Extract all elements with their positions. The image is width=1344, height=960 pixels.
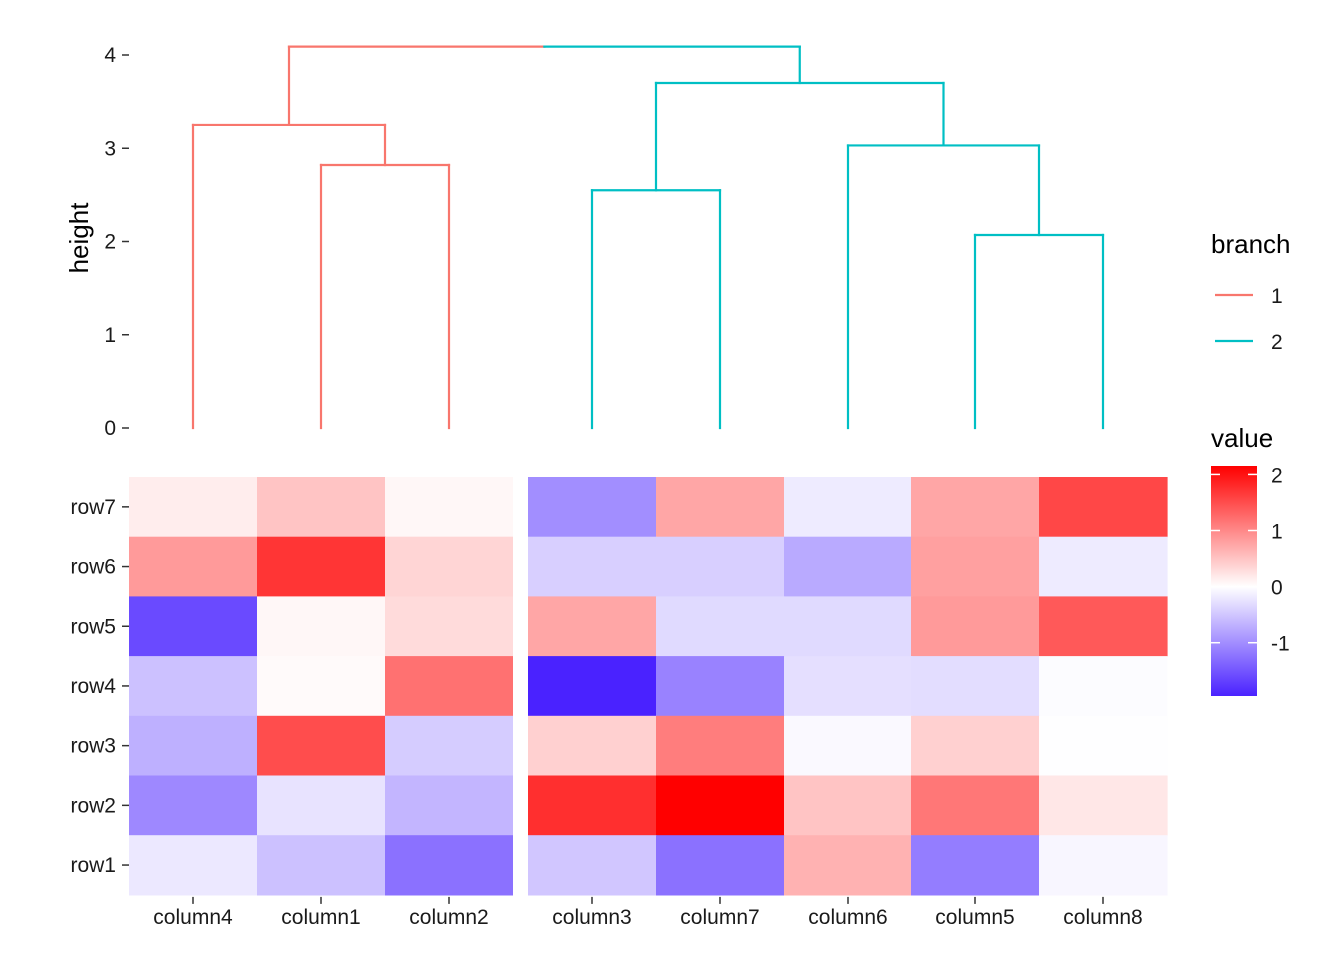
dendrogram-panel [191,45,1105,430]
heatmap-cell-row3-column2 [385,715,514,777]
heatmap-cell-row6-column7 [656,536,785,597]
heatmap-cell-row3-column8 [1039,715,1168,777]
value-legend-label--1: -1 [1271,633,1290,656]
heatmap-row-label-row5: row5 [70,615,116,638]
heatmap-cell-row7-column4 [129,477,258,538]
heatmap-cell-row3-column1 [257,715,386,777]
heatmap-cell-row6-column2 [385,536,514,597]
heatmap-cell-row1-column2 [385,835,514,896]
heatmap-row-label-row4: row4 [70,675,116,698]
heatmap-cell-row3-column3 [528,715,657,777]
heatmap-cell-row6-column8 [1039,536,1168,597]
heatmap-row-label-row6: row6 [70,556,116,579]
heatmap-cell-row6-column3 [528,536,657,597]
value-legend-title: value [1211,423,1273,453]
heatmap-cell-row2-column6 [784,775,913,836]
branch-legend-label-2: 2 [1271,331,1283,354]
heatmap-cell-row1-column6 [784,835,913,896]
value-legend-label-0: 0 [1271,577,1283,600]
dendrogram-y-tick-label-1: 1 [104,324,116,347]
value-legend: value 2 1 0 -1 [1211,423,1290,696]
branch-legend-title: branch [1211,229,1291,259]
heatmap-cell-row7-column2 [385,477,514,538]
dendrogram-y-tick-label-3: 3 [104,137,116,160]
heatmap-cell-row2-column4 [129,775,258,836]
heatmap-cell-row7-column5 [911,477,1040,538]
heatmap-cell-row4-column6 [784,656,913,717]
heatmap-cell-row5-column7 [656,596,785,657]
heatmap-cell-row2-column5 [911,775,1040,836]
heatmap-cell-row2-column1 [257,775,386,836]
value-legend-label-1: 1 [1271,521,1283,544]
heatmap-cell-row3-column4 [129,715,258,777]
heatmap-cell-row7-column8 [1039,477,1168,538]
heatmap-cell-row4-column1 [257,656,386,717]
heatmap-row-label-row3: row3 [70,735,116,758]
heatmap-column-label-column7: column7 [680,906,759,929]
heatmap-cell-row2-column7 [656,775,785,836]
heatmap-cell-row5-column1 [257,596,386,657]
branch-legend-label-1: 1 [1271,285,1283,308]
heatmap-cell-row1-column7 [656,835,785,896]
heatmap-column-label-column8: column8 [1063,906,1142,929]
heatmap-cell-row6-column1 [257,536,386,597]
heatmap-column-label-column2: column2 [409,906,488,929]
heatmap-column-label-column1: column1 [281,906,360,929]
heatmap-cell-row5-column3 [528,596,657,657]
heatmap-group-gap [513,475,528,897]
heatmap-cell-row1-column4 [129,835,258,896]
heatmap-cell-row6-column4 [129,536,258,597]
heatmap-cell-row6-column5 [911,536,1040,597]
dendrogram-y-axis-title: height [64,202,94,274]
heatmap-cell-row4-column2 [385,656,514,717]
heatmap-cell-row2-column8 [1039,775,1168,836]
heatmap-cell-row2-column3 [528,775,657,836]
dendrogram-y-tick-label-0: 0 [104,417,116,440]
heatmap-column-label-column4: column4 [153,906,233,929]
heatmap-cell-row2-column2 [385,775,514,836]
dendrogram-y-tick-label-2: 2 [104,231,116,254]
heatmap-cell-row1-column5 [911,835,1040,896]
heatmap-cell-row7-column3 [528,477,657,538]
heatmap-cell-row7-column7 [656,477,785,538]
heatmap-cell-row3-column6 [784,715,913,777]
heatmap-cell-row5-column5 [911,596,1040,657]
heatmap-cell-row5-column6 [784,596,913,657]
value-legend-label-2: 2 [1271,464,1283,487]
heatmap-cell-row4-column4 [129,656,258,717]
heatmap-cell-row4-column3 [528,656,657,717]
heatmap-column-label-column5: column5 [935,906,1014,929]
heatmap-cell-row4-column5 [911,656,1040,717]
heatmap-cell-row6-column6 [784,536,913,597]
heatmap-axes: row7 row6 row5 row4 row3 row2 row1 column4 colum… [70,496,1142,929]
heatmap-cell-row5-column4 [129,596,258,657]
heatmap-cell-row5-column2 [385,596,514,657]
heatmap-cell-row3-column7 [656,715,785,777]
heatmap-row-label-row7: row7 [70,496,116,519]
heatmap-cell-row4-column8 [1039,656,1168,717]
heatmap-column-label-column6: column6 [808,906,887,929]
branch-legend: branch 1 2 [1211,229,1291,354]
dendrogram-y-tick-label-4: 4 [104,44,116,67]
heatmap-cell-row1-column1 [257,835,386,896]
dendrogram-y-axis: 0 1 2 3 4 [104,44,129,440]
heatmap-cell-row1-column8 [1039,835,1168,896]
heatmap-row-label-row1: row1 [70,854,116,877]
heatmap-column-label-column3: column3 [552,906,631,929]
heatmap-cell-row4-column7 [656,656,785,717]
heatmap-cell-row5-column8 [1039,596,1168,657]
heatmap-cell-row1-column3 [528,835,657,896]
heatmap-cell-row3-column5 [911,715,1040,777]
heatmap-cell-row7-column1 [257,477,386,538]
heatmap-cell-row7-column6 [784,477,913,538]
heatmap-row-label-row2: row2 [70,794,116,817]
heatmap-panel [129,475,1168,897]
value-colorbar [1211,466,1257,696]
